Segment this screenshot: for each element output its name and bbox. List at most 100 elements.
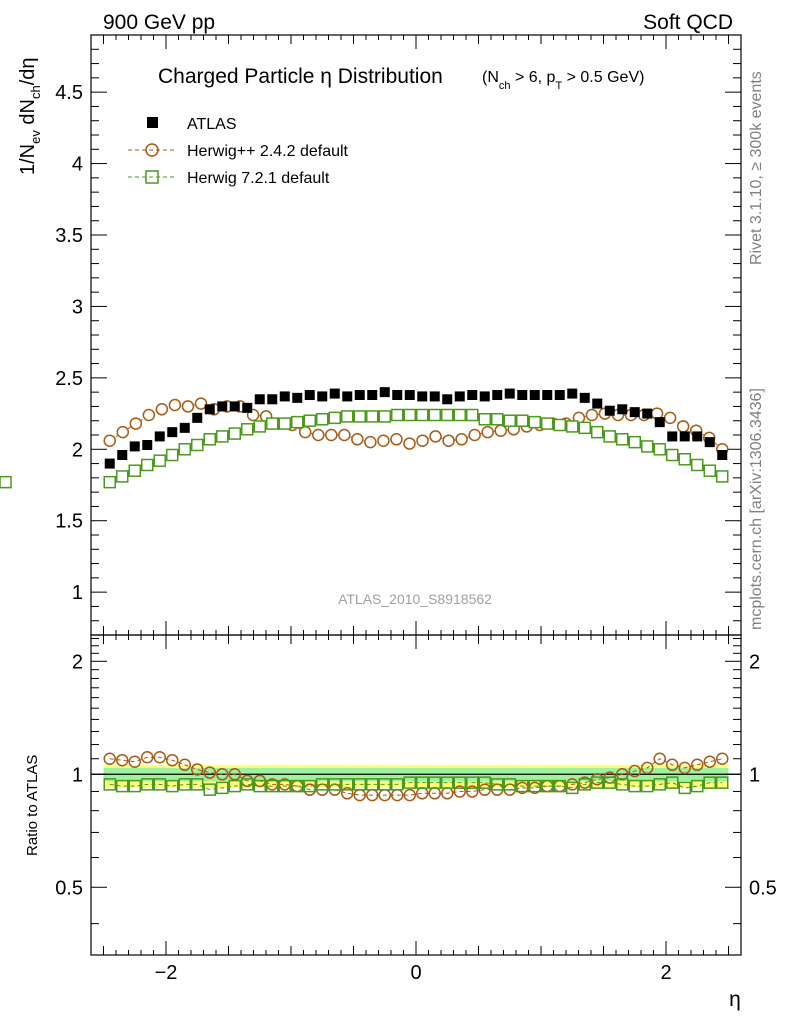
herwig7-point	[666, 448, 679, 462]
x-tick-label: 2	[660, 962, 671, 984]
legend-herwig7-marker	[145, 170, 159, 184]
y-tick-label: 1.5	[55, 511, 83, 533]
ratio-y-axis-label: Ratio to ATLAS	[24, 755, 41, 856]
herwigpp-point	[155, 403, 169, 416]
herwigpp-ratio-point	[691, 758, 704, 772]
atlas-point	[704, 437, 715, 448]
atlas-point	[429, 391, 440, 402]
herwig7-ratio-point	[228, 779, 241, 793]
herwigpp-point	[194, 397, 208, 410]
ratio-y-tick-label-right: 2	[749, 651, 760, 673]
herwig7-ratio-point	[353, 778, 366, 791]
atlas-point	[579, 392, 590, 403]
y-tick-label: 2	[72, 439, 83, 461]
herwigpp-ratio-point	[628, 764, 641, 778]
atlas-point	[317, 391, 328, 402]
atlas-point	[554, 390, 565, 400]
herwig7-point	[466, 408, 479, 422]
herwig7-ratio-point	[153, 778, 166, 791]
legend-atlas-marker	[147, 117, 158, 128]
ratio-y-tick-label: 1	[72, 764, 83, 786]
herwig7-point	[678, 453, 691, 466]
herwigpp-point	[429, 430, 442, 443]
herwig7-point	[491, 413, 504, 426]
herwig7-point	[266, 417, 279, 430]
herwigpp-point	[312, 428, 325, 442]
herwig7-ratio-point	[128, 779, 141, 793]
herwig7-point	[453, 408, 466, 422]
herwig7-ratio-point	[703, 776, 716, 789]
herwigpp-ratio-point	[703, 755, 716, 768]
herwigpp-point	[325, 428, 338, 442]
herwig7-point	[716, 470, 729, 483]
ratio-panel-frame	[90, 634, 742, 956]
herwig7-point	[216, 430, 229, 443]
herwig7-point	[528, 415, 541, 429]
herwig7-ratio-point	[591, 776, 604, 789]
herwig7-ratio-point	[303, 779, 316, 793]
atlas-point	[517, 390, 528, 400]
atlas-point	[592, 398, 603, 409]
atlas-point	[617, 404, 628, 415]
atlas-point	[679, 431, 690, 442]
herwigpp-point	[338, 428, 351, 442]
herwig7-ratio-point	[203, 783, 216, 796]
herwig7-point	[291, 415, 304, 429]
herwig7-point	[416, 408, 429, 422]
atlas-point	[104, 458, 115, 469]
herwigpp-ratio-point	[128, 755, 141, 768]
herwigpp-ratio-point	[341, 787, 354, 800]
atlas-point	[329, 388, 340, 399]
atlas-point	[504, 388, 515, 399]
atlas-point	[267, 394, 278, 405]
herwig7-ratio-point	[103, 778, 116, 791]
atlas-point	[367, 390, 378, 400]
herwigpp-point	[442, 434, 455, 447]
herwig7-ratio-point	[453, 776, 466, 789]
ratio-y-tick-label: 0.5	[55, 877, 83, 899]
herwig7-point	[503, 414, 516, 427]
herwig7-point	[703, 464, 716, 477]
herwig7-point	[316, 413, 329, 426]
herwig7-point	[691, 458, 704, 472]
herwigpp-point	[416, 434, 429, 447]
herwig7-ratio-point	[403, 776, 416, 789]
analysis-watermark: ATLAS_2010_S8918562	[338, 591, 492, 607]
header-left-label: 900 GeV pp	[103, 11, 215, 34]
herwig7-ratio-point	[541, 779, 554, 793]
atlas-point	[629, 407, 640, 418]
atlas-point	[529, 390, 540, 400]
herwigpp-point	[585, 408, 599, 422]
atlas-point	[404, 390, 415, 400]
herwig7-ratio-point	[666, 776, 679, 789]
atlas-point	[542, 390, 553, 400]
herwig7-ratio-point	[603, 776, 616, 789]
herwigpp-point	[663, 411, 677, 425]
ratio-y-tick-label-right: 0.5	[749, 877, 777, 899]
herwigpp-point	[481, 425, 494, 439]
herwig7-ratio-point	[503, 778, 516, 791]
herwig7-point	[566, 420, 579, 433]
atlas-point	[667, 431, 678, 442]
herwigpp-point	[364, 435, 377, 449]
herwig7-ratio-point	[391, 778, 404, 791]
atlas-point	[604, 405, 615, 416]
atlas-point	[342, 391, 353, 402]
y-tick-label: 3	[72, 296, 83, 318]
herwig7-point	[478, 413, 491, 426]
herwig7-point	[591, 425, 604, 439]
herwig7-ratio-point	[253, 779, 266, 793]
herwig7-point	[116, 470, 129, 483]
herwigpp-point	[129, 417, 143, 430]
herwig7-ratio-point	[716, 776, 729, 789]
herwigpp-ratio-point	[228, 768, 241, 781]
herwig7-ratio-point	[278, 779, 291, 793]
atlas-point	[492, 390, 503, 400]
atlas-point	[292, 392, 303, 403]
legend: ATLAS Herwig++ 2.4.2 default Herwig 7.2.…	[128, 116, 349, 187]
herwig7-point	[541, 417, 554, 430]
herwig7-ratio-point	[628, 779, 641, 793]
herwig7-point	[153, 454, 166, 467]
herwig7-point	[428, 408, 441, 422]
